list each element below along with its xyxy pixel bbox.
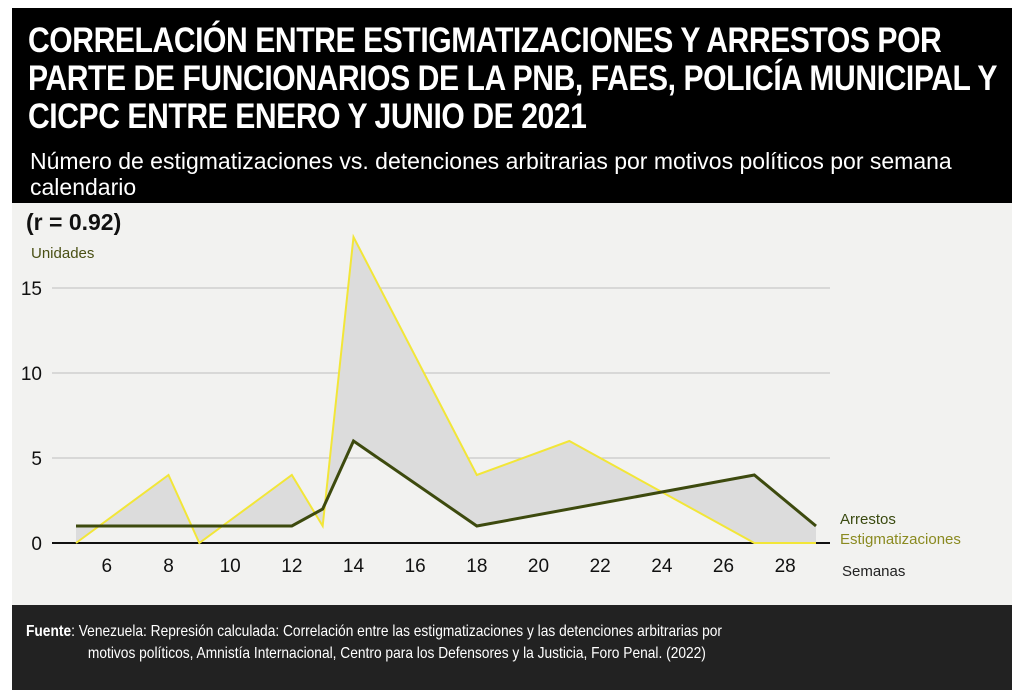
source-line-2: motivos políticos, Amnistía Internaciona… xyxy=(87,645,706,662)
x-axis-label: Semanas xyxy=(842,563,906,580)
chart-title: CORRELACIÓN ENTRE ESTIGMATIZACIONES Y AR… xyxy=(28,21,997,136)
chart-subtitle: Número de estigmatizaciones vs. detencio… xyxy=(30,148,952,200)
chart-area: (r = 0.92) Unidades 0 5 10 15 6 8 10 12 14 16 18 20… xyxy=(12,203,1012,605)
source-line-1: : Venezuela: Represión calculada: Correl… xyxy=(71,623,723,640)
x-tick-label: 26 xyxy=(713,556,734,577)
x-tick-label: 8 xyxy=(163,556,174,577)
x-tick-label: 14 xyxy=(343,556,365,577)
correlation-annotation: (r = 0.92) xyxy=(26,209,122,235)
y-axis-label: Unidades xyxy=(31,245,95,262)
x-tick-label: 10 xyxy=(220,556,241,577)
x-tick-label: 22 xyxy=(590,556,611,577)
x-tick-label: 20 xyxy=(528,556,549,577)
x-tick-label: 18 xyxy=(466,556,487,577)
source-label: Fuente xyxy=(26,623,72,640)
source-note: Fuente: Venezuela: Represión calculada: … xyxy=(26,621,972,665)
line-chart: 0 5 10 15 6 8 10 12 14 16 18 20 22 24 26 28 xyxy=(21,233,830,577)
x-tick-label: 6 xyxy=(102,556,113,577)
x-tick-label: 16 xyxy=(405,556,426,577)
y-tick-label: 15 xyxy=(21,279,42,300)
series-line-arrestos xyxy=(76,438,817,528)
x-tick-label: 28 xyxy=(775,556,796,577)
fill-between-area xyxy=(76,237,816,543)
chart-footer: Fuente: Venezuela: Represión calculada: … xyxy=(12,605,1012,690)
y-tick-label: 0 xyxy=(31,534,42,555)
legend-arrestos: Arrestos xyxy=(840,511,896,528)
y-tick-label: 5 xyxy=(31,449,42,470)
x-tick-label: 24 xyxy=(651,556,673,577)
legend-estigmatizaciones: Estigmatizaciones xyxy=(840,531,961,548)
chart-header: CORRELACIÓN ENTRE ESTIGMATIZACIONES Y AR… xyxy=(12,8,1012,203)
y-tick-label: 10 xyxy=(21,364,42,385)
x-tick-label: 12 xyxy=(281,556,302,577)
